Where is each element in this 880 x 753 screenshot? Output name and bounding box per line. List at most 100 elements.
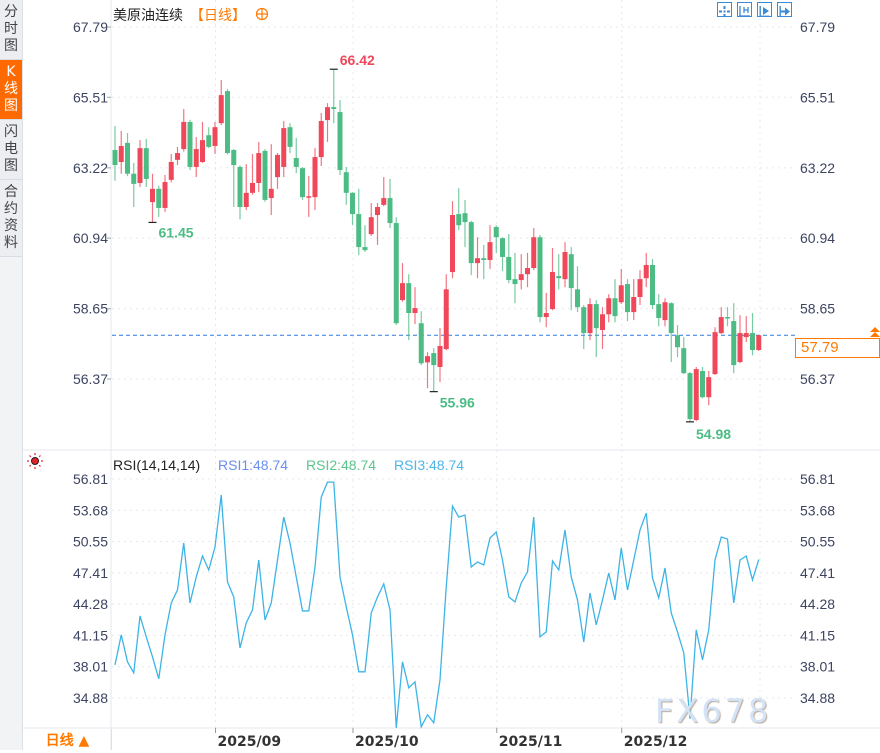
- price-axis-label-right: 63.22: [800, 160, 835, 176]
- double-up-arrow-icon[interactable]: [870, 327, 880, 337]
- candle-body: [356, 214, 362, 248]
- candle: [737, 315, 743, 364]
- tab-contract-info[interactable]: 合约资料: [0, 180, 22, 257]
- candle-body: [162, 182, 168, 208]
- sun-icon[interactable]: [27, 453, 43, 469]
- plus-circle-icon[interactable]: [255, 7, 269, 21]
- candle-body: [187, 121, 193, 167]
- period-title: 【日线】: [190, 8, 246, 24]
- candle: [425, 352, 430, 389]
- candle-body: [250, 182, 255, 193]
- watermark-logo: FX678: [655, 692, 772, 730]
- play-icon[interactable]: [757, 2, 772, 17]
- candle: [218, 80, 224, 126]
- candle: [462, 199, 468, 248]
- candle: [112, 125, 118, 181]
- candle-body: [612, 298, 618, 317]
- price-axis-label-left: 58.65: [73, 301, 108, 317]
- candle: [693, 366, 699, 422]
- candle-body: [175, 153, 180, 160]
- candle-body: [650, 264, 655, 306]
- candle-body: [587, 304, 593, 334]
- candle-body: [331, 107, 337, 109]
- last-price-tag: 57.79: [795, 338, 880, 358]
- candle-body: [656, 304, 662, 318]
- candle: [225, 88, 230, 155]
- candle-body: [543, 313, 549, 318]
- candle-body: [600, 314, 605, 330]
- candle: [318, 112, 324, 167]
- rsi-line: [114, 481, 760, 729]
- tab-intraday[interactable]: 分时图: [0, 0, 22, 60]
- price-axis-label-left: 65.51: [73, 89, 108, 105]
- candle-body: [450, 215, 455, 273]
- candle: [406, 274, 412, 341]
- crosshair-icon[interactable]: [717, 2, 732, 17]
- candle: [331, 69, 337, 124]
- candle: [525, 252, 530, 288]
- candle-body: [531, 237, 537, 269]
- candle: [143, 138, 149, 187]
- candle-body: [306, 196, 312, 198]
- candle: [712, 327, 718, 375]
- rsi-axis-label-right: 44.28: [800, 596, 835, 612]
- rsi-axis-label-right: 41.15: [800, 627, 835, 643]
- candle-body: [287, 127, 293, 147]
- period-selector[interactable]: 日线 ▲: [24, 729, 112, 750]
- rsi-axis-label-left: 38.01: [73, 659, 108, 675]
- candle: [156, 185, 162, 217]
- candle: [268, 144, 274, 216]
- candle-body: [537, 237, 543, 318]
- candle: [206, 127, 212, 149]
- candle-body: [437, 346, 443, 367]
- date-axis-label: 2025/12: [624, 734, 688, 750]
- candle: [756, 334, 762, 351]
- candle: [587, 298, 593, 341]
- candle-body: [300, 168, 305, 198]
- candle: [606, 294, 612, 323]
- candle: [412, 287, 418, 325]
- candle-body: [168, 162, 174, 180]
- tab-flash[interactable]: 闪电图: [0, 120, 22, 180]
- jump-to-end-icon[interactable]: [777, 2, 792, 17]
- candle: [731, 303, 737, 374]
- candle: [625, 279, 630, 322]
- candle-body: [750, 333, 755, 351]
- candle: [343, 166, 349, 205]
- candle-body: [506, 256, 512, 281]
- rsi-axis-label-right: 50.55: [800, 534, 835, 550]
- candle-body: [606, 298, 612, 315]
- candle: [700, 366, 705, 399]
- candle-body: [425, 356, 430, 363]
- rsi-panel: [114, 481, 760, 729]
- candle: [131, 162, 137, 208]
- candle: [581, 305, 587, 350]
- candle-body: [231, 149, 237, 166]
- tab-kline[interactable]: K线图: [0, 60, 22, 120]
- candle-body: [725, 317, 730, 319]
- candle: [543, 293, 549, 328]
- candles: [112, 68, 762, 423]
- candle-body: [593, 304, 599, 329]
- candle: [325, 103, 330, 142]
- candle-body: [406, 283, 412, 314]
- candle: [437, 328, 443, 383]
- candle-body: [350, 192, 355, 215]
- candle: [137, 140, 143, 187]
- candle-body: [218, 95, 224, 124]
- candle-body: [712, 332, 718, 375]
- min-price-label-left: 61.45: [159, 224, 194, 240]
- date-axis-label: 2025/10: [355, 734, 419, 750]
- candle-body: [275, 154, 280, 178]
- rsi-axis-label-left: 34.88: [73, 690, 108, 706]
- candle-body: [618, 285, 624, 303]
- candle-body: [687, 373, 693, 420]
- fit-range-icon[interactable]: [737, 2, 752, 17]
- candle: [656, 294, 662, 327]
- candle-body: [681, 348, 687, 374]
- candle-body: [525, 268, 530, 275]
- price-axis-label-right: 58.65: [800, 301, 835, 317]
- rsi-axis-label-left: 41.15: [73, 627, 108, 643]
- min-price-label-right: 54.98: [696, 426, 731, 442]
